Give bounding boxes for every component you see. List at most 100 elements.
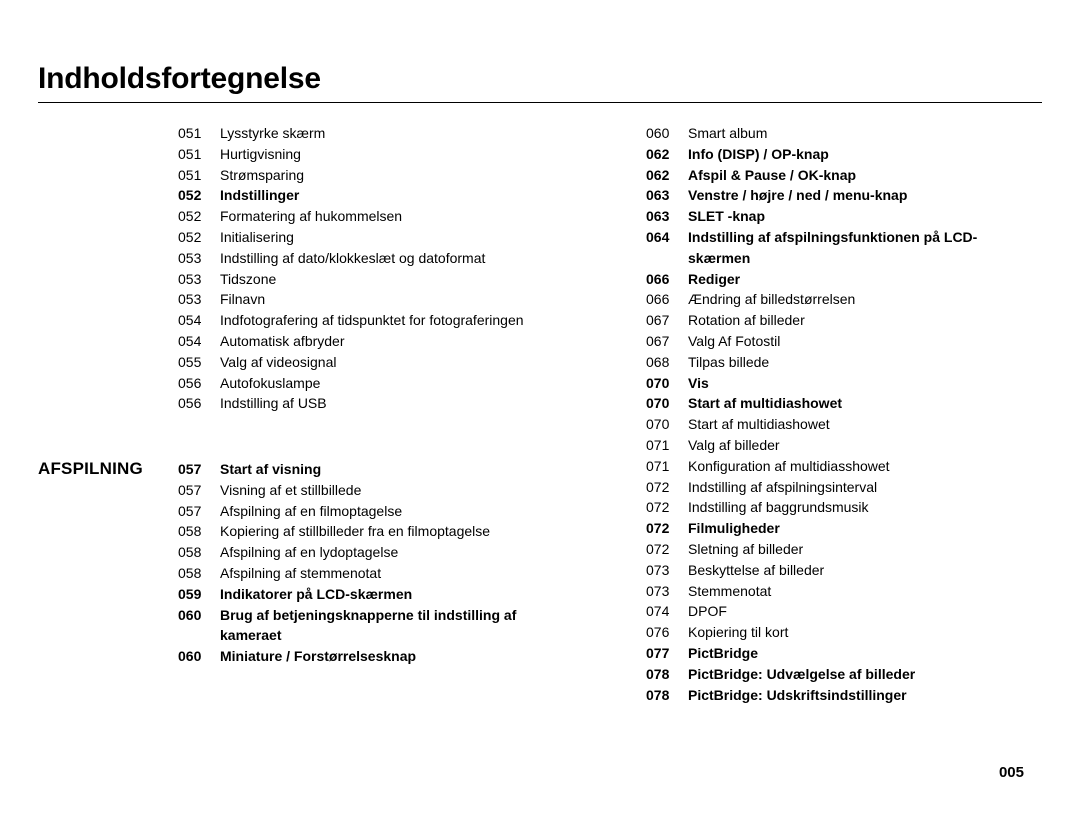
toc-row: 056Indstilling af USB bbox=[178, 393, 538, 414]
toc-page-number: 070 bbox=[646, 414, 688, 435]
toc-page-number: 056 bbox=[178, 373, 220, 394]
toc-page-number: 067 bbox=[646, 331, 688, 352]
toc-entry-text: Lysstyrke skærm bbox=[220, 123, 538, 144]
toc-page-number: 070 bbox=[646, 373, 688, 394]
toc-row: 058Afspilning af stemmenotat bbox=[178, 563, 538, 584]
toc-page-number: 070 bbox=[646, 393, 688, 414]
toc-row: 058Kopiering af stillbilleder fra en fil… bbox=[178, 521, 538, 542]
toc-page-number: 053 bbox=[178, 248, 220, 269]
toc-row: 066Rediger bbox=[646, 269, 1036, 290]
toc-page-number: 076 bbox=[646, 622, 688, 643]
toc-entry-text: Indstilling af afspilningsfunktionen på … bbox=[688, 227, 1036, 269]
toc-page-number: 060 bbox=[178, 605, 220, 626]
toc-entry-text: Kopiering af stillbilleder fra en filmop… bbox=[220, 521, 538, 542]
toc-page-number: 067 bbox=[646, 310, 688, 331]
toc-entry-text: Rotation af billeder bbox=[688, 310, 1036, 331]
toc-entry-text: Sletning af billeder bbox=[688, 539, 1036, 560]
toc-row: 062Afspil & Pause / OK-knap bbox=[646, 165, 1036, 186]
toc-page-number: 058 bbox=[178, 563, 220, 584]
toc-entry-text: Kopiering til kort bbox=[688, 622, 1036, 643]
toc-row: 072Sletning af billeder bbox=[646, 539, 1036, 560]
toc-entry-text: PictBridge bbox=[688, 643, 1036, 664]
toc-row: 053Tidszone bbox=[178, 269, 538, 290]
toc-row: 052Formatering af hukommelsen bbox=[178, 206, 538, 227]
toc-column-2: 060Smart album062Info (DISP) / OP-knap06… bbox=[646, 123, 1036, 705]
toc-row: 071Konfiguration af multidiasshowet bbox=[646, 456, 1036, 477]
toc-entry-text: Afspilning af en filmoptagelse bbox=[220, 501, 538, 522]
toc-entry-text: Ændring af billedstørrelsen bbox=[688, 289, 1036, 310]
toc-entry-text: Tilpas billede bbox=[688, 352, 1036, 373]
toc-entry-text: Indfotografering af tidspunktet for foto… bbox=[220, 310, 538, 331]
toc-entry-text: Indstilling af baggrundsmusik bbox=[688, 497, 1036, 518]
toc-row: 070Start af multidiashowet bbox=[646, 393, 1036, 414]
toc-row: 055Valg af videosignal bbox=[178, 352, 538, 373]
toc-page-number: 060 bbox=[178, 646, 220, 667]
toc-entry-text: Formatering af hukommelsen bbox=[220, 206, 538, 227]
toc-row: 054Automatisk afbryder bbox=[178, 331, 538, 352]
toc-page-number: 072 bbox=[646, 477, 688, 498]
toc-page-number: 052 bbox=[178, 206, 220, 227]
toc-row: 052Indstillinger bbox=[178, 185, 538, 206]
toc-page-number: 051 bbox=[178, 165, 220, 186]
toc-entry-text: Initialisering bbox=[220, 227, 538, 248]
toc-row: 057Afspilning af en filmoptagelse bbox=[178, 501, 538, 522]
toc-row: 057Visning af et stillbillede bbox=[178, 480, 538, 501]
toc-row: 067Rotation af billeder bbox=[646, 310, 1036, 331]
toc-row: 059Indikatorer på LCD-skærmen bbox=[178, 584, 538, 605]
toc-row: 060Miniature / Forstørrelsesknap bbox=[178, 646, 538, 667]
toc-row: 054Indfotografering af tidspunktet for f… bbox=[178, 310, 538, 331]
toc-row: 063Venstre / højre / ned / menu-knap bbox=[646, 185, 1036, 206]
toc-entry-text: Afspilning af en lydoptagelse bbox=[220, 542, 538, 563]
toc-row: 066Ændring af billedstørrelsen bbox=[646, 289, 1036, 310]
toc-entry-text: Indstilling af afspilningsinterval bbox=[688, 477, 1036, 498]
toc-page-number: 063 bbox=[646, 206, 688, 227]
toc-page-number: 068 bbox=[646, 352, 688, 373]
toc-row: 073Beskyttelse af billeder bbox=[646, 560, 1036, 581]
toc-entry-text: Brug af betjeningsknapperne til indstill… bbox=[220, 605, 538, 647]
toc-entry-text: Indstillinger bbox=[220, 185, 538, 206]
toc-entry-text: Strømsparing bbox=[220, 165, 538, 186]
toc-page-number: 054 bbox=[178, 331, 220, 352]
toc-page-number: 062 bbox=[646, 144, 688, 165]
toc-entry-text: Afspilning af stemmenotat bbox=[220, 563, 538, 584]
toc-entry-text: Miniature / Forstørrelsesknap bbox=[220, 646, 538, 667]
toc-entry-text: Valg af videosignal bbox=[220, 352, 538, 373]
toc-row: 072Indstilling af baggrundsmusik bbox=[646, 497, 1036, 518]
toc-page-number: 051 bbox=[178, 144, 220, 165]
page-number: 005 bbox=[999, 764, 1024, 781]
toc-entry-text: SLET -knap bbox=[688, 206, 1036, 227]
toc-entry-text: Start af multidiashowet bbox=[688, 393, 1036, 414]
toc-entry-text: Indstilling af dato/klokkeslæt og datofo… bbox=[220, 248, 538, 269]
toc-page-number: 073 bbox=[646, 560, 688, 581]
toc-page-number: 056 bbox=[178, 393, 220, 414]
toc-row: 078PictBridge: Udvælgelse af billeder bbox=[646, 664, 1036, 685]
toc-page-number: 059 bbox=[178, 584, 220, 605]
toc-page-number: 073 bbox=[646, 581, 688, 602]
toc-page-number: 066 bbox=[646, 289, 688, 310]
toc-page-number: 057 bbox=[178, 459, 220, 480]
toc-column-1-bottom: 057Start af visning057Visning af et stil… bbox=[178, 459, 538, 667]
toc-page-number: 062 bbox=[646, 165, 688, 186]
toc-page-number: 053 bbox=[178, 269, 220, 290]
toc-page-number: 058 bbox=[178, 521, 220, 542]
toc-entry-text: Venstre / højre / ned / menu-knap bbox=[688, 185, 1036, 206]
toc-entry-text: Indikatorer på LCD-skærmen bbox=[220, 584, 538, 605]
toc-entry-text: Automatisk afbryder bbox=[220, 331, 538, 352]
toc-page-number: 078 bbox=[646, 664, 688, 685]
toc-page-number: 060 bbox=[646, 123, 688, 144]
toc-column-1-top: 051Lysstyrke skærm051Hurtigvisning051Str… bbox=[178, 123, 538, 414]
toc-row: 078PictBridge: Udskriftsindstillinger bbox=[646, 685, 1036, 706]
toc-entry-text: PictBridge: Udskriftsindstillinger bbox=[688, 685, 1036, 706]
toc-page-number: 072 bbox=[646, 497, 688, 518]
page-title: Indholdsfortegnelse bbox=[38, 62, 321, 96]
toc-row: 072Indstilling af afspilningsinterval bbox=[646, 477, 1036, 498]
toc-row: 064Indstilling af afspilningsfunktionen … bbox=[646, 227, 1036, 269]
toc-page-number: 066 bbox=[646, 269, 688, 290]
toc-page-number: 077 bbox=[646, 643, 688, 664]
title-underline bbox=[38, 102, 1042, 103]
toc-page-number: 063 bbox=[646, 185, 688, 206]
toc-entry-text: Smart album bbox=[688, 123, 1036, 144]
toc-row: 051Hurtigvisning bbox=[178, 144, 538, 165]
toc-row: 053Filnavn bbox=[178, 289, 538, 310]
toc-row: 056Autofokuslampe bbox=[178, 373, 538, 394]
